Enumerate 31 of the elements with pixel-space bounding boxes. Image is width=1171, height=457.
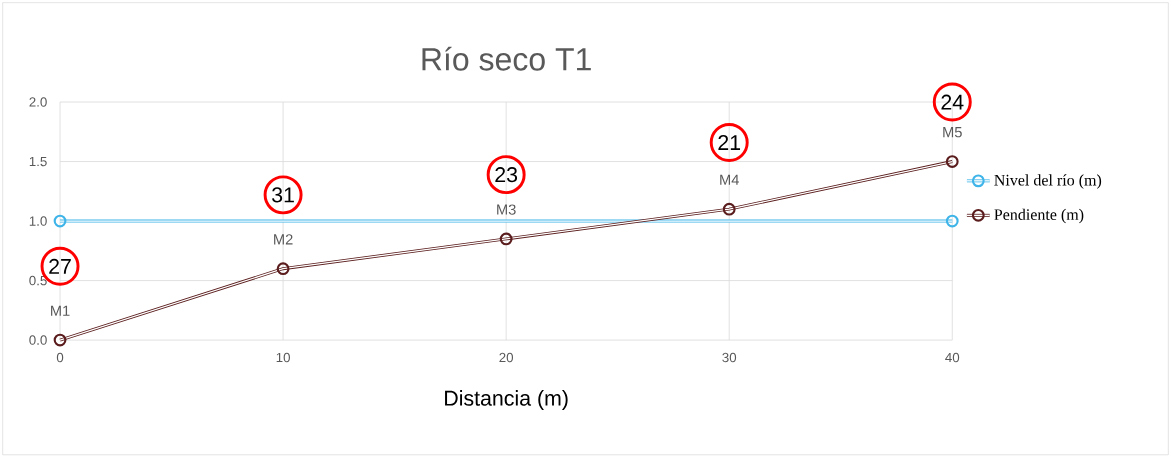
point [945,214,959,228]
y-tick-label: 1.0 [29,216,47,226]
point [53,214,67,228]
annotation: 24 [941,94,964,110]
y-tick-label: 2.0 [29,97,47,107]
y-tick-label: 0.0 [29,335,47,345]
annotation: M3 [497,204,516,215]
x-tick-label: 20 [499,352,514,363]
x-tick-label: 10 [276,352,290,363]
annotation: M5 [943,126,962,138]
annotation: M2 [274,234,293,245]
point [722,202,736,216]
y-tick-label: 0.5 [29,275,47,286]
point [945,154,959,168]
annotation: M1 [51,305,70,316]
annotation: 27 [49,258,71,274]
point [499,232,513,246]
chart-title: Río seco T1 [422,46,591,71]
annotation: 23 [495,166,518,182]
point [276,262,290,275]
point [53,333,67,347]
x-tick-label: 30 [722,352,737,363]
annotation: 31 [272,187,294,203]
x-tick-label: 0 [56,352,64,363]
legend-label: Nivel del río (m) [994,174,1102,189]
x-axis-title: Distancia (m) [445,389,568,410]
annotation: 21 [718,134,741,150]
legend-label: Pendiente (m) [994,208,1084,224]
x-tick-label: 40 [945,352,960,363]
y-tick-label: 1.5 [29,156,47,166]
annotation: M4 [720,174,739,185]
